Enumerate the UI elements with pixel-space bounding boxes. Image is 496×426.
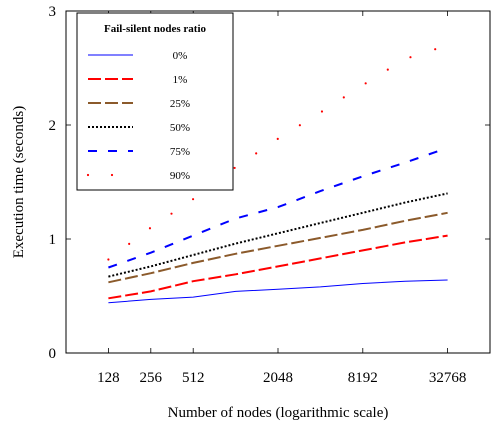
x-tick-label: 128 <box>97 370 120 386</box>
axis-ticks: 128 256 512 2048 8192 32768 0 1 2 3 <box>49 4 490 386</box>
y-tick-label: 0 <box>49 346 57 362</box>
series-line-0pct <box>108 279 448 304</box>
series-line-50pct <box>108 192 448 278</box>
y-tick-label: 1 <box>49 232 57 248</box>
series-layer <box>107 44 449 304</box>
legend-title: Fail-silent nodes ratio <box>104 23 207 35</box>
legend: Fail-silent nodes ratio 0% 1% 25% 50% 75% 90% <box>76 12 234 191</box>
series-line-1pct <box>108 234 448 300</box>
legend-entries: 0% 1% 25% 50% 75% 90% <box>86 50 190 182</box>
legend-label: 75% <box>170 146 190 158</box>
legend-label: 90% <box>170 170 190 182</box>
series-line-75pct <box>108 146 448 269</box>
x-axis-label: Number of nodes (logarithmic scale) <box>168 405 389 421</box>
x-tick-label: 2048 <box>263 370 293 386</box>
series-line-25pct <box>108 211 448 284</box>
x-tick-label: 8192 <box>348 370 378 386</box>
legend-label: 1% <box>173 74 188 86</box>
x-tick-label: 256 <box>140 370 163 386</box>
legend-label: 0% <box>173 50 188 62</box>
x-tick-label: 32768 <box>429 370 467 386</box>
legend-label: 50% <box>170 122 190 134</box>
legend-box <box>76 12 234 191</box>
y-tick-label: 2 <box>49 118 57 134</box>
y-axis-label: Execution time (seconds) <box>11 106 27 258</box>
series-line-90pct <box>107 44 449 261</box>
x-tick-label: 512 <box>182 370 205 386</box>
legend-label: 25% <box>170 98 190 110</box>
y-tick-label: 3 <box>49 4 57 20</box>
